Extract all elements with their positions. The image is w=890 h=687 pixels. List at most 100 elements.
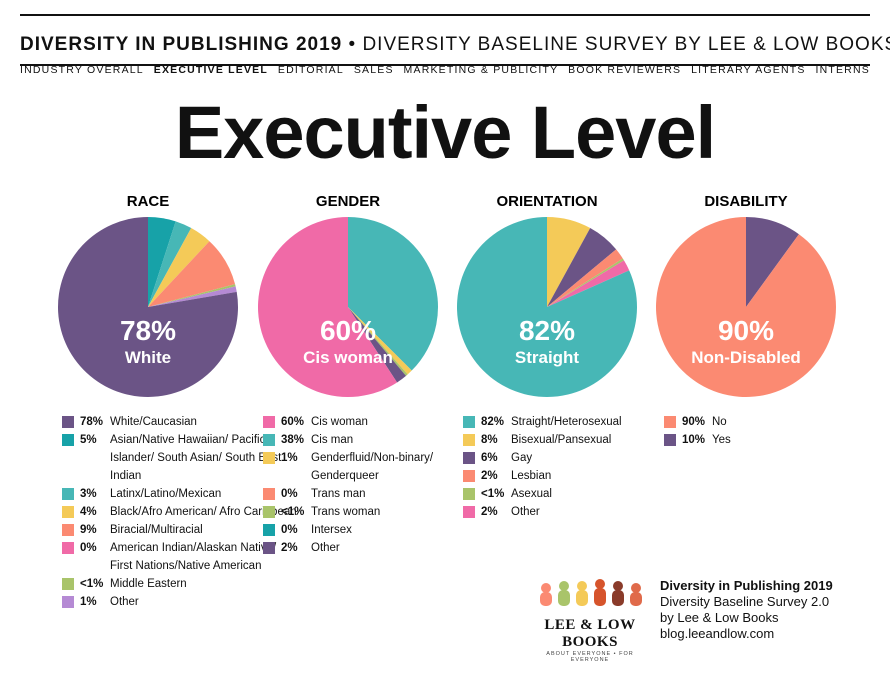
legend-percent: 60% xyxy=(281,416,305,428)
legend-percent: 6% xyxy=(481,452,498,464)
legend-percent: 0% xyxy=(281,488,298,500)
legend-percent: 0% xyxy=(80,542,97,554)
legend-item: <1% Trans woman xyxy=(263,503,501,521)
orientation-slice-1 xyxy=(547,228,617,307)
orientation-slice-5 xyxy=(457,217,637,397)
legend-label: Asian/Native Hawaiian/ Pacific Islander/… xyxy=(110,434,282,482)
legend-swatch xyxy=(62,416,74,428)
legend-swatch xyxy=(62,524,74,536)
legend-item: 90% No xyxy=(664,413,731,431)
legend-swatch xyxy=(62,488,74,500)
nav-item-sales[interactable]: SALES xyxy=(353,64,394,76)
nav-item-literary-agents[interactable]: LITERARY AGENTS xyxy=(691,64,806,76)
legend-swatch xyxy=(62,596,74,608)
race-slice-7 xyxy=(58,217,238,397)
gender-slice-5 xyxy=(348,307,406,383)
nav-item-executive-level[interactable]: EXECUTIVE LEVEL xyxy=(153,64,269,76)
disability-chart-title: DISABILITY xyxy=(704,193,787,210)
legend-label: Genderfluid/Non-binary/ Genderqueer xyxy=(311,452,434,482)
legend-percent: 9% xyxy=(80,524,97,536)
orientation-slice-2 xyxy=(547,249,623,307)
race-slice-1 xyxy=(148,221,192,307)
nav-item-editorial[interactable]: EDITORIAL xyxy=(277,64,344,76)
gender-slice-0 xyxy=(348,217,439,371)
pie-charts: RACE 78% White GENDER 60% Cis woman ORIENTATIO… xyxy=(58,193,837,397)
nav-item-interns[interactable]: INTERNS xyxy=(815,64,870,76)
legend-item: 9% Biracial/Multiracial xyxy=(62,521,300,539)
legend-label: Other xyxy=(511,506,540,518)
legend-swatch xyxy=(664,434,676,446)
gender-chart-title: GENDER xyxy=(316,193,380,210)
legend-swatch xyxy=(463,452,475,464)
legend-percent: <1% xyxy=(481,488,505,500)
legend-item: 0% Intersex xyxy=(263,521,501,539)
legend-percent: 0% xyxy=(281,524,298,536)
legend-swatch xyxy=(62,506,74,518)
race-slice-5 xyxy=(148,284,236,307)
legend-swatch xyxy=(62,542,74,554)
legend-label: Intersex xyxy=(311,524,352,536)
credit-link[interactable]: blog.leeandlow.com xyxy=(660,626,775,641)
legend-item: 2% Other xyxy=(463,503,622,521)
legend-swatch xyxy=(263,452,275,464)
legend-item: 4% Black/Afro American/ Afro Caribbean xyxy=(62,503,300,521)
gender-legend: 60% Cis woman 38% Cis man 1% Genderfluid/Non-… xyxy=(263,413,501,557)
legend-percent: 78% xyxy=(80,416,104,428)
legend-label: Bisexual/Pansexual xyxy=(511,434,612,446)
legend-item: 2% Other xyxy=(263,539,501,557)
legend-swatch xyxy=(263,524,275,536)
legend-swatch xyxy=(463,434,475,446)
legend-percent: 3% xyxy=(80,488,97,500)
legend-percent: 8% xyxy=(481,434,498,446)
orientation-center-pct: 82% xyxy=(519,315,575,346)
disability-legend: 90% No 10% Yes xyxy=(664,413,731,449)
legend-swatch xyxy=(463,488,475,500)
legend-swatch xyxy=(463,506,475,518)
disability-center-label: Non-Disabled xyxy=(691,348,801,367)
nav-item-book-reviewers[interactable]: BOOK REVIEWERS xyxy=(568,64,682,76)
title-subtitle: DIVERSITY BASELINE SURVEY BY LEE & LOW B… xyxy=(362,34,890,55)
legend-item: <1% Middle Eastern xyxy=(62,575,300,593)
legend-label: Middle Eastern xyxy=(110,578,187,590)
nav-item-marketing-publicity[interactable]: MARKETING & PUBLICITY xyxy=(403,64,559,76)
legend-label: Straight/Heterosexual xyxy=(511,416,622,428)
legend-item: 38% Cis man xyxy=(263,431,501,449)
nav-item-industry-overall[interactable]: INDUSTRY OVERALL xyxy=(20,64,144,76)
legend-swatch xyxy=(263,542,275,554)
legend-percent: 5% xyxy=(80,434,97,446)
race-slice-6 xyxy=(148,286,237,307)
race-center-pct: 78% xyxy=(120,315,176,346)
legend-label: Gay xyxy=(511,452,533,464)
legend-item: 10% Yes xyxy=(664,431,731,449)
legend-label: No xyxy=(712,416,727,428)
legend-percent: 2% xyxy=(481,506,498,518)
legend-label: Yes xyxy=(712,434,731,446)
legend-item: 3% Latinx/Latino/Mexican xyxy=(62,485,300,503)
legend-label: White/Caucasian xyxy=(110,416,197,428)
credit-line-3: by Lee & Low Books xyxy=(660,610,779,625)
legend-label: Trans woman xyxy=(311,506,381,518)
orientation-center-label: Straight xyxy=(515,348,580,367)
header-bar: DIVERSITY IN PUBLISHING 2019 • DIVERSITY… xyxy=(20,14,890,66)
legend-label: Trans man xyxy=(311,488,366,500)
legend-swatch xyxy=(263,488,275,500)
logo-figures-icon xyxy=(540,579,642,606)
credit-block: Diversity in Publishing 2019 Diversity B… xyxy=(660,578,833,642)
gender-center-pct: 60% xyxy=(320,315,376,346)
legend-item: 60% Cis woman xyxy=(263,413,501,431)
legend-label: Lesbian xyxy=(511,470,552,482)
legend-swatch xyxy=(62,578,74,590)
legend-label: Latinx/Latino/Mexican xyxy=(110,488,222,500)
legend-item: 0% Trans man xyxy=(263,485,501,503)
legend-item: 1% Genderfluid/Non-binary/ Genderqueer xyxy=(263,449,501,485)
gender-slice-1 xyxy=(348,307,412,375)
race-slice-2 xyxy=(148,228,210,307)
title-separator: • xyxy=(342,34,363,55)
legend-label: American Indian/Alaskan Native/ First Na… xyxy=(110,542,277,572)
legend-label: Cis woman xyxy=(311,416,368,428)
legend-item: 2% Lesbian xyxy=(463,467,622,485)
legend-item: 5% Asian/Native Hawaiian/ Pacific Islande… xyxy=(62,431,300,485)
logo-tagline: ABOUT EVERYONE • FOR EVERYONE xyxy=(546,651,634,663)
legend-percent: 82% xyxy=(481,416,505,428)
orientation-slice-3 xyxy=(547,258,624,307)
